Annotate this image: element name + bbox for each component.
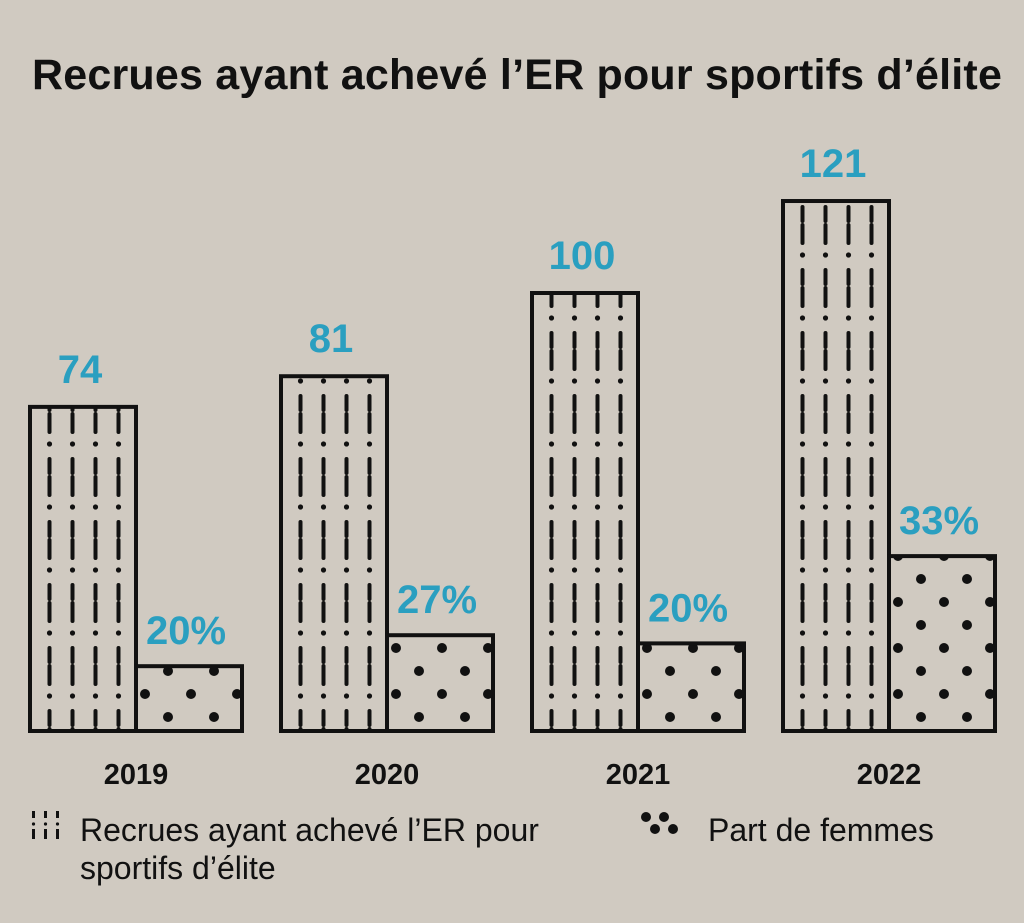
bar-recruits-2019 bbox=[28, 404, 138, 733]
bar-recruits-2020 bbox=[279, 374, 389, 733]
x-tick-label-2020: 2020 bbox=[355, 759, 420, 791]
value-label-recruits-2022: 121 bbox=[800, 142, 867, 186]
bar-women-share-2021 bbox=[636, 641, 746, 734]
bar-women-share-2019 bbox=[134, 664, 244, 734]
bar-recruits-2022 bbox=[781, 199, 891, 733]
legend-stripes-icon bbox=[31, 811, 60, 839]
value-label-women-2022: 33% bbox=[899, 499, 979, 543]
value-label-recruits-2019: 74 bbox=[58, 348, 103, 392]
value-label-women-2021: 20% bbox=[648, 586, 728, 630]
bar-women-share-2020 bbox=[385, 633, 495, 734]
legend-item-women: Part de femmes bbox=[708, 812, 934, 848]
legend-dots-icon bbox=[641, 812, 678, 834]
value-label-women-2019: 20% bbox=[146, 609, 226, 653]
x-tick-label-2022: 2022 bbox=[857, 759, 922, 791]
chart-title: Recrues ayant achevé l’ER pour sportifs … bbox=[32, 51, 1003, 99]
bar-recruits-2021 bbox=[530, 291, 640, 733]
bar-women-share-2022 bbox=[887, 554, 997, 734]
x-tick-label-2021: 2021 bbox=[606, 759, 671, 791]
value-label-recruits-2021: 100 bbox=[549, 234, 616, 278]
value-label-women-2020: 27% bbox=[397, 578, 477, 622]
value-label-recruits-2020: 81 bbox=[309, 317, 354, 361]
x-tick-label-2019: 2019 bbox=[104, 759, 169, 791]
legend-item-recruits: Recrues ayant achevé l’ER pour sportifs … bbox=[80, 812, 539, 886]
